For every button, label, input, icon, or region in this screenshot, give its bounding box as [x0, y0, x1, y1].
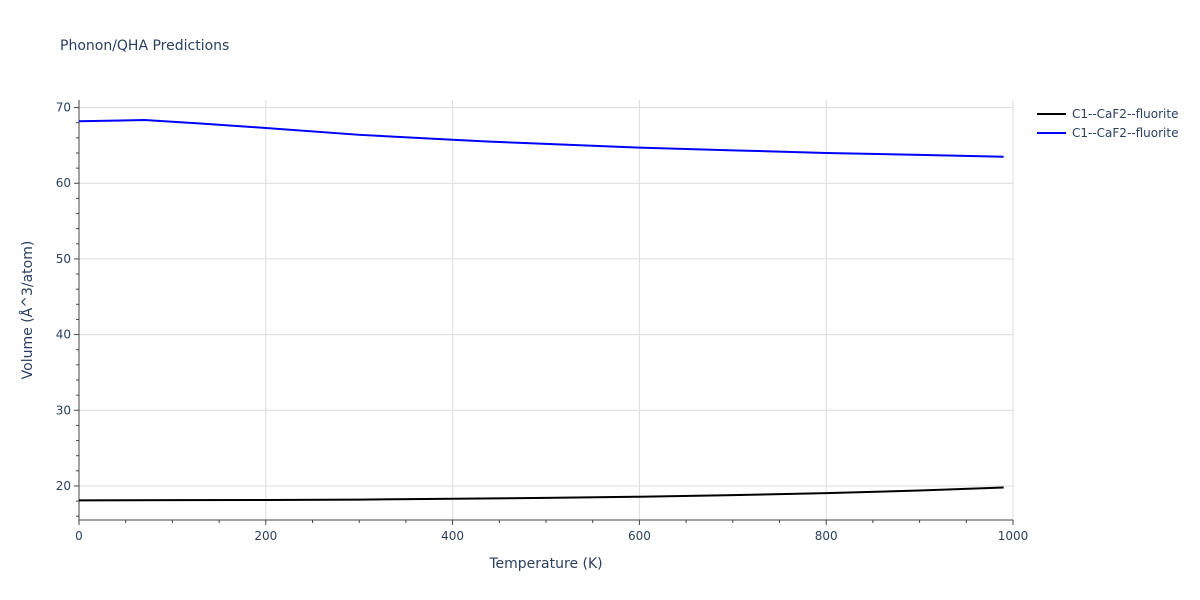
legend[interactable]: C1--CaF2--fluorite C1--CaF2--fluorite — [1037, 107, 1178, 140]
chart-title: Phonon/QHA Predictions — [60, 38, 229, 54]
y-tick-label: 70 — [56, 101, 71, 115]
x-axis-label: Temperature (K) — [488, 556, 602, 572]
x-tick-label: 600 — [628, 529, 651, 543]
series-layer — [78, 119, 1004, 502]
y-tick-label: 20 — [56, 479, 71, 493]
series-line-2[interactable] — [78, 119, 1004, 158]
y-tick-label: 40 — [56, 328, 71, 342]
series-line-1[interactable] — [78, 486, 1004, 502]
x-tick-label: 800 — [815, 529, 838, 543]
y-tick-label: 50 — [56, 252, 71, 266]
axes-layer: 0 200 400 600 800 1000 20 30 40 50 60 70 — [56, 100, 1029, 543]
legend-label[interactable]: C1--CaF2--fluorite — [1072, 107, 1178, 121]
y-tick-label: 30 — [56, 403, 71, 417]
legend-label[interactable]: C1--CaF2--fluorite — [1072, 126, 1178, 140]
grid-layer — [79, 100, 1014, 520]
x-tick-label: 400 — [441, 529, 464, 543]
x-tick-label: 1000 — [998, 529, 1029, 543]
x-tick-label: 200 — [254, 529, 277, 543]
y-axis-label: Volume (Å^3/atom) — [19, 241, 36, 380]
y-tick-label: 60 — [56, 176, 71, 190]
x-tick-label: 0 — [75, 529, 83, 543]
